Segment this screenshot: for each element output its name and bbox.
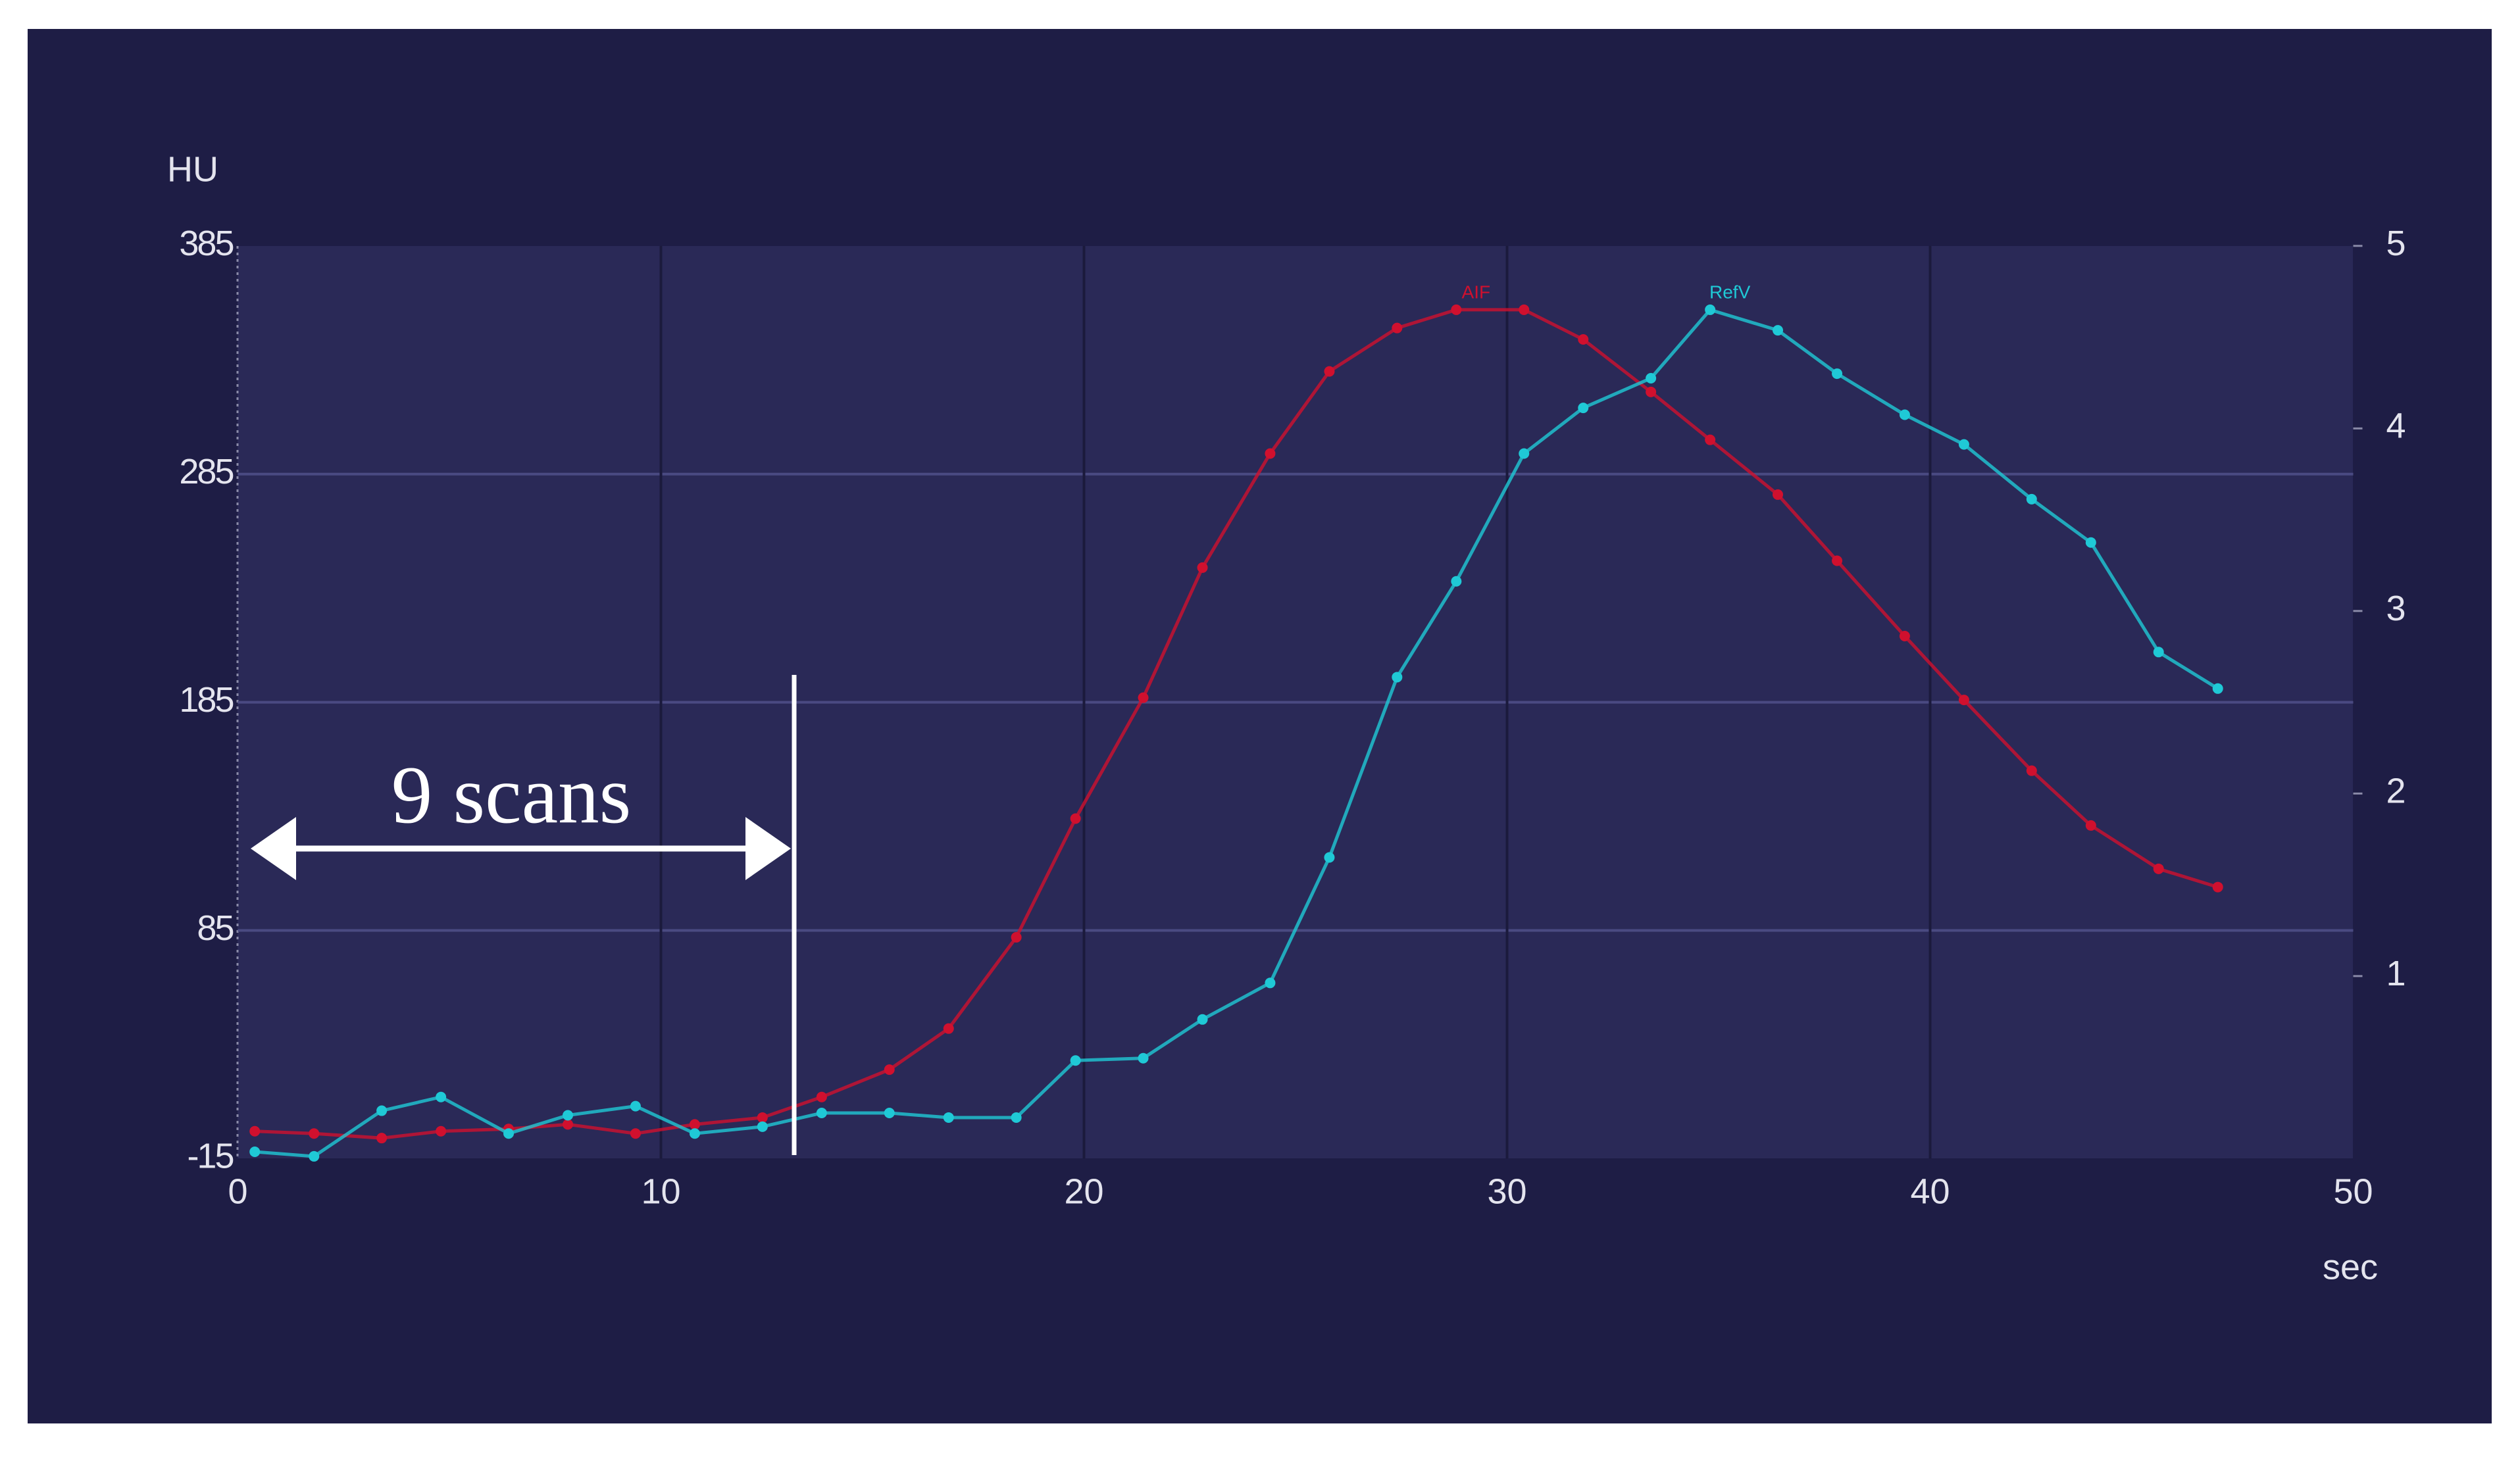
x-tick-label: 20 <box>1064 1172 1103 1211</box>
data-point <box>1392 322 1403 333</box>
data-point <box>436 1125 447 1137</box>
data-point <box>1773 489 1784 500</box>
data-point <box>2026 765 2037 776</box>
data-point <box>1197 1014 1208 1025</box>
data-point <box>1392 672 1403 683</box>
data-point <box>1519 304 1530 315</box>
data-point <box>757 1121 768 1132</box>
data-point <box>1265 448 1276 459</box>
y-tick-label: 185 <box>179 680 233 720</box>
data-point <box>1011 1112 1022 1123</box>
series-label: AIF <box>1462 282 1491 302</box>
data-point <box>2085 537 2096 548</box>
data-point <box>2212 881 2223 893</box>
data-point <box>1832 555 1843 566</box>
data-point <box>630 1128 641 1139</box>
data-point <box>630 1100 641 1112</box>
data-point <box>2026 493 2037 505</box>
data-point <box>376 1133 388 1144</box>
y-tick-label: 85 <box>197 908 233 948</box>
y-tick-label: -15 <box>187 1137 233 1176</box>
data-point <box>1899 409 1910 420</box>
data-point <box>1011 931 1022 943</box>
data-point <box>309 1150 320 1162</box>
data-point <box>1578 403 1589 414</box>
data-point <box>2085 820 2096 831</box>
x-tick-label: 30 <box>1487 1172 1526 1211</box>
data-point <box>1070 1055 1081 1066</box>
arrow-head <box>251 817 296 880</box>
data-point <box>1519 448 1530 459</box>
data-point <box>563 1119 574 1130</box>
data-point <box>1832 368 1843 380</box>
y2-tick-label: 5 <box>2386 224 2406 263</box>
y2-tick-label: 2 <box>2386 772 2406 811</box>
series-label: RefV <box>1709 282 1751 302</box>
data-point <box>1646 373 1657 384</box>
arrow-head <box>745 817 791 880</box>
annotation: 9 scans <box>251 675 797 1155</box>
series-line <box>255 308 2219 1140</box>
data-point <box>1451 576 1462 587</box>
data-point <box>309 1128 320 1139</box>
data-point <box>249 1146 261 1157</box>
y2-tick-label: 1 <box>2386 954 2406 993</box>
x-tick-label: 50 <box>2333 1172 2373 1211</box>
data-point <box>943 1112 954 1123</box>
data-point <box>816 1108 827 1119</box>
data-point <box>1958 439 1969 450</box>
data-point <box>1899 630 1910 641</box>
data-point <box>249 1125 261 1137</box>
data-point <box>2153 863 2164 874</box>
x-tick-label: 40 <box>1910 1172 1950 1211</box>
x-axis-label: sec <box>2323 1247 2378 1287</box>
data-point <box>1197 562 1208 573</box>
y2-tick-label: 3 <box>2386 589 2406 628</box>
data-point <box>1138 1052 1149 1064</box>
data-point <box>1578 334 1589 345</box>
data-point <box>884 1064 895 1075</box>
data-point <box>436 1091 447 1102</box>
data-point <box>689 1128 700 1139</box>
data-point <box>1324 366 1335 377</box>
data-point <box>1265 977 1276 989</box>
data-point <box>1646 386 1657 397</box>
data-point <box>816 1091 827 1102</box>
data-point <box>376 1105 388 1116</box>
series-line <box>255 308 2219 1158</box>
y-tick-label: 285 <box>179 452 233 491</box>
data-point <box>2212 683 2223 694</box>
y2-tick-label: 4 <box>2386 407 2406 446</box>
data-point <box>884 1108 895 1119</box>
data-point <box>943 1023 954 1034</box>
data-point <box>1451 304 1462 315</box>
data-point <box>1705 304 1716 315</box>
data-point <box>689 1119 700 1130</box>
data-point <box>503 1128 515 1139</box>
data-point <box>2153 647 2164 658</box>
data-point <box>1324 852 1335 863</box>
grid <box>238 245 2363 1159</box>
data-point <box>1138 692 1149 703</box>
data-point <box>757 1112 768 1123</box>
data-point <box>1958 695 1969 706</box>
annotation-text: 9 scans <box>391 751 632 841</box>
data-point <box>1705 434 1716 445</box>
data-point <box>1070 813 1081 824</box>
x-tick-label: 0 <box>228 1172 247 1211</box>
x-tick-label: 10 <box>641 1172 680 1211</box>
data-point <box>563 1110 574 1121</box>
data-point <box>1773 325 1784 336</box>
y-tick-label: 385 <box>179 224 233 263</box>
y-axis-label: HU <box>167 149 218 189</box>
marks: AIF RefV <box>249 282 2223 1162</box>
